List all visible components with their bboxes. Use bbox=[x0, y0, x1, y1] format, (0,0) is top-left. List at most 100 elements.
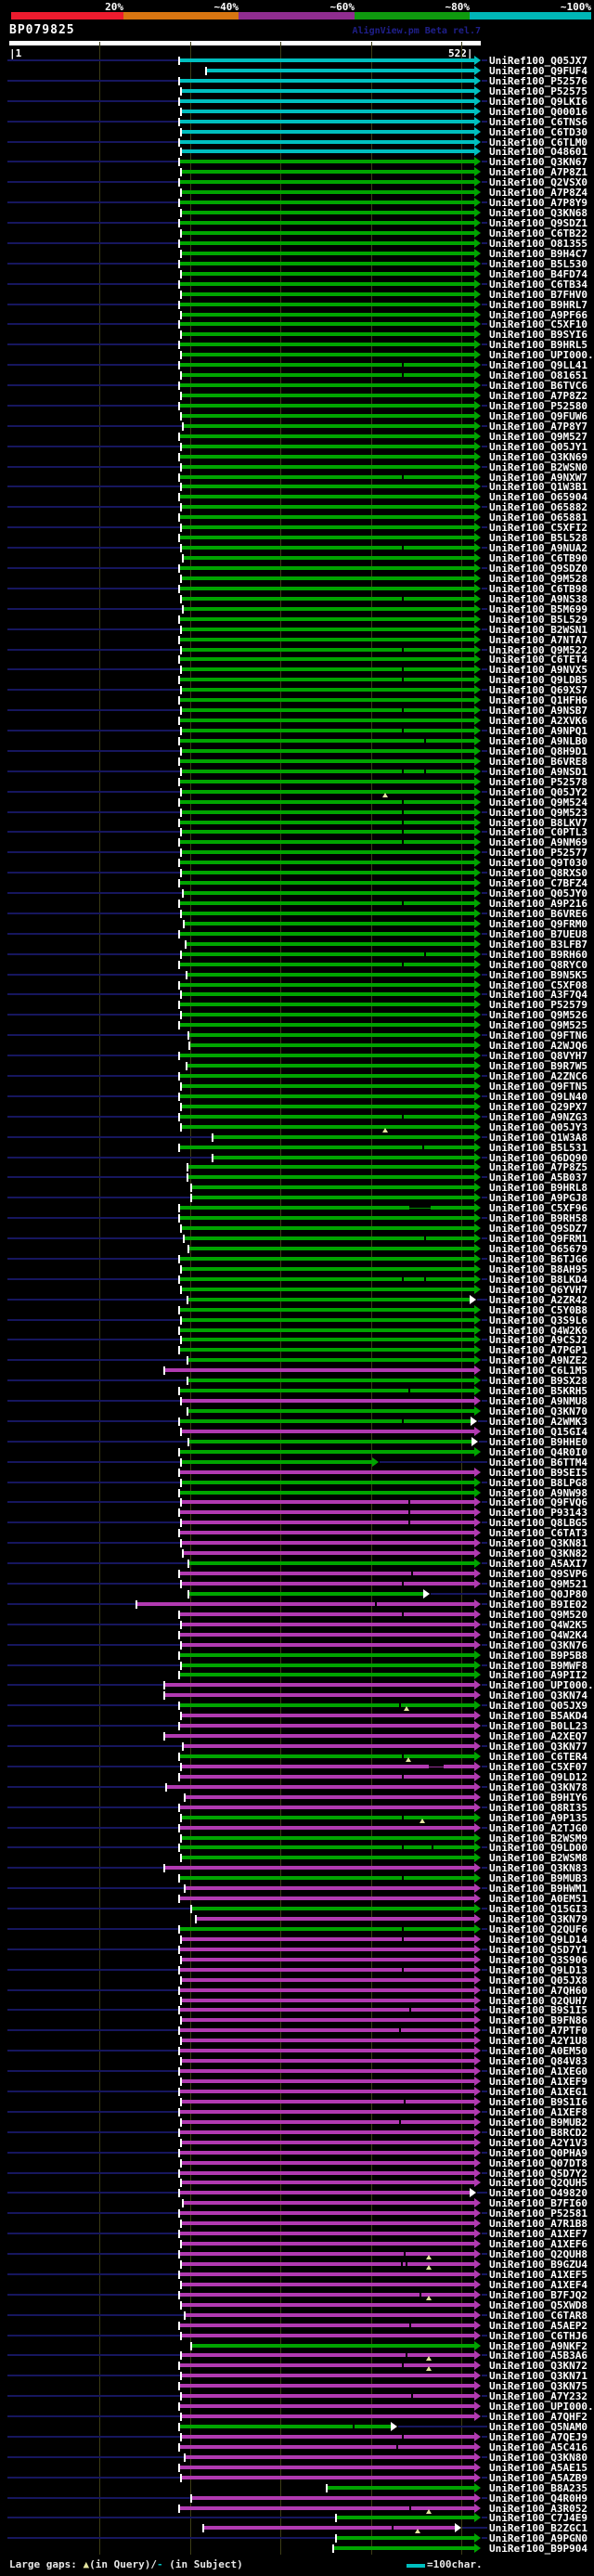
alignment-row[interactable]: UniRef100_Q3KN68 bbox=[0, 207, 594, 220]
subject-label[interactable]: UniRef100_A9NSD1 bbox=[489, 765, 588, 778]
alignment-row[interactable]: UniRef100_UPI000.. bbox=[0, 349, 594, 361]
subject-label[interactable]: UniRef100_Q8H9D1 bbox=[489, 744, 588, 757]
subject-label[interactable]: UniRef100_Q07DT8 bbox=[489, 2156, 588, 2169]
subject-label[interactable]: UniRef100_Q9LD00 bbox=[489, 1842, 588, 1855]
subject-label[interactable]: UniRef100_Q3KN78 bbox=[489, 1780, 588, 1793]
alignment-row[interactable]: UniRef100_A9NS38 bbox=[0, 593, 594, 605]
subject-label[interactable]: UniRef100_C6TB22 bbox=[489, 227, 588, 239]
subject-label[interactable]: UniRef100_Q8RXS0 bbox=[489, 867, 588, 880]
subject-label[interactable]: UniRef100_A2XEQ7 bbox=[489, 1730, 588, 1743]
alignment-row[interactable]: UniRef100_Q9LD14 bbox=[0, 1934, 594, 1946]
subject-label[interactable]: UniRef100_B4FD74 bbox=[489, 267, 588, 280]
alignment-row[interactable]: UniRef100_C5XF07 bbox=[0, 1761, 594, 1773]
alignment-row[interactable]: UniRef100_B6TTM4 bbox=[0, 1456, 594, 1469]
alignment-row[interactable]: UniRef100_A9P135 bbox=[0, 1812, 594, 1824]
alignment-row[interactable]: UniRef100_C5XF08 bbox=[0, 978, 594, 991]
alignment-row[interactable]: UniRef100_Q3KN75 bbox=[0, 2380, 594, 2392]
subject-label[interactable]: UniRef100_B9S1I5 bbox=[489, 2004, 588, 2017]
subject-label[interactable]: UniRef100_Q9SDZ1 bbox=[489, 217, 588, 230]
alignment-row[interactable]: UniRef100_B8RCD2 bbox=[0, 2127, 594, 2139]
subject-label[interactable]: UniRef100_C5XF08 bbox=[489, 978, 588, 991]
alignment-row[interactable]: UniRef100_Q29PX7 bbox=[0, 1101, 594, 1113]
alignment-row[interactable]: UniRef100_B0LL23 bbox=[0, 1720, 594, 1733]
alignment-row[interactable]: UniRef100_B8LKD4 bbox=[0, 1274, 594, 1286]
alignment-row[interactable]: UniRef100_C6TB34 bbox=[0, 278, 594, 291]
alignment-row[interactable]: UniRef100_A1XEF7 bbox=[0, 2228, 594, 2240]
alignment-row[interactable]: UniRef100_B9SEI5 bbox=[0, 1467, 594, 1479]
alignment-row[interactable]: UniRef100_A7PTF0 bbox=[0, 2025, 594, 2037]
subject-label[interactable]: UniRef100_A9PF66 bbox=[489, 308, 588, 321]
alignment-row[interactable]: UniRef100_Q3KN77 bbox=[0, 1741, 594, 1753]
alignment-row[interactable]: UniRef100_Q15GI4 bbox=[0, 1425, 594, 1438]
subject-label[interactable]: UniRef100_Q8RI35 bbox=[489, 1801, 588, 1814]
subject-label[interactable]: UniRef100_A1XEF6 bbox=[489, 2238, 588, 2251]
subject-label[interactable]: UniRef100_B9R7W5 bbox=[489, 1060, 588, 1073]
subject-label[interactable]: UniRef100_Q3S9L6 bbox=[489, 1314, 588, 1327]
subject-label[interactable]: UniRef100_A9NPQ1 bbox=[489, 725, 588, 738]
alignment-row[interactable]: UniRef100_Q2QUH7 bbox=[0, 1995, 594, 2007]
subject-label[interactable]: UniRef100_Q9M528 bbox=[489, 572, 588, 585]
subject-label[interactable]: UniRef100_Q9SVP6 bbox=[489, 1568, 588, 1581]
alignment-row[interactable]: UniRef100_C5XFI2 bbox=[0, 522, 594, 534]
subject-label[interactable]: UniRef100_Q9FRM1 bbox=[489, 1233, 588, 1246]
subject-label[interactable]: UniRef100_B6VRE6 bbox=[489, 907, 588, 920]
subject-label[interactable]: UniRef100_Q4W2K4 bbox=[489, 1628, 588, 1641]
alignment-row[interactable]: UniRef100_B6VRE8 bbox=[0, 756, 594, 768]
alignment-row[interactable]: UniRef100_Q9LN40 bbox=[0, 1090, 594, 1103]
subject-label[interactable]: UniRef100_Q9FVQ6 bbox=[489, 1496, 588, 1509]
subject-label[interactable]: UniRef100_Q2VSX0 bbox=[489, 176, 588, 189]
alignment-row[interactable]: UniRef100_A1XEF5 bbox=[0, 2269, 594, 2281]
subject-label[interactable]: UniRef100_Q4W2K5 bbox=[489, 1618, 588, 1631]
alignment-row[interactable]: UniRef100_Q3KN67 bbox=[0, 156, 594, 169]
alignment-row[interactable]: UniRef100_B3LFB7 bbox=[0, 938, 594, 951]
subject-label[interactable]: UniRef100_Q5NAM0 bbox=[489, 2421, 588, 2434]
subject-label[interactable]: UniRef100_Q9LN40 bbox=[489, 1090, 588, 1103]
subject-label[interactable]: UniRef100_A2XVK6 bbox=[489, 715, 588, 728]
subject-label[interactable]: UniRef100_B0LL23 bbox=[489, 1720, 588, 1733]
alignment-row[interactable]: UniRef100_A3F7Q4 bbox=[0, 989, 594, 1002]
alignment-row[interactable]: UniRef100_Q05JY0 bbox=[0, 887, 594, 900]
subject-label[interactable]: UniRef100_Q15GI4 bbox=[489, 1425, 588, 1438]
alignment-row[interactable]: UniRef100_B9IE02 bbox=[0, 1599, 594, 1611]
alignment-row[interactable]: UniRef100_Q05JY1 bbox=[0, 440, 594, 453]
subject-label[interactable]: UniRef100_Q00016 bbox=[489, 105, 588, 118]
alignment-row[interactable]: UniRef100_A9PGJ8 bbox=[0, 1192, 594, 1204]
subject-label[interactable]: UniRef100_B9HRL7 bbox=[489, 298, 588, 311]
subject-label[interactable]: UniRef100_A9CSJ2 bbox=[489, 1334, 588, 1347]
alignment-row[interactable]: UniRef100_A1XEF6 bbox=[0, 2238, 594, 2251]
alignment-row[interactable]: UniRef100_Q3KN81 bbox=[0, 1537, 594, 1549]
subject-label[interactable]: UniRef100_P52579 bbox=[489, 999, 588, 1012]
alignment-row[interactable]: UniRef100_B5KRH5 bbox=[0, 1385, 594, 1398]
alignment-row[interactable]: UniRef100_Q5XWD8 bbox=[0, 2299, 594, 2311]
subject-label[interactable]: UniRef100_Q05JX7 bbox=[489, 55, 588, 67]
subject-label[interactable]: UniRef100_Q2QUH5 bbox=[489, 2177, 588, 2190]
subject-label[interactable]: UniRef100_UPI000.. bbox=[489, 1679, 594, 1692]
alignment-row[interactable]: UniRef100_O65881 bbox=[0, 511, 594, 524]
subject-label[interactable]: UniRef100_A7R1B8 bbox=[489, 2218, 588, 2231]
subject-label[interactable]: UniRef100_C5XF10 bbox=[489, 318, 588, 331]
alignment-row[interactable]: UniRef100_C6TD30 bbox=[0, 126, 594, 138]
alignment-row[interactable]: UniRef100_Q9M524 bbox=[0, 796, 594, 809]
alignment-row[interactable]: UniRef100_Q9LKI6 bbox=[0, 96, 594, 108]
alignment-row[interactable]: UniRef100_B9N5K5 bbox=[0, 969, 594, 981]
subject-label[interactable]: UniRef100_A1XEF4 bbox=[489, 2278, 588, 2291]
alignment-row[interactable]: UniRef100_B5L531 bbox=[0, 1142, 594, 1154]
alignment-row[interactable]: UniRef100_P52578 bbox=[0, 776, 594, 788]
subject-label[interactable]: UniRef100_B5KRH5 bbox=[489, 1385, 588, 1398]
alignment-row[interactable]: UniRef100_A9NW98 bbox=[0, 1487, 594, 1499]
alignment-row[interactable]: UniRef100_O65679 bbox=[0, 1243, 594, 1255]
subject-label[interactable]: UniRef100_B9HRL8 bbox=[489, 1182, 588, 1195]
alignment-row[interactable]: UniRef100_A9NZG3 bbox=[0, 1111, 594, 1123]
alignment-row[interactable]: UniRef100_A1XEF9 bbox=[0, 2076, 594, 2088]
subject-label[interactable]: UniRef100_Q3KN68 bbox=[489, 207, 588, 220]
subject-label[interactable]: UniRef100_A3F7Q4 bbox=[489, 989, 588, 1002]
subject-label[interactable]: UniRef100_B2WSN0 bbox=[489, 460, 588, 473]
alignment-row[interactable]: UniRef100_Q3KN78 bbox=[0, 1780, 594, 1793]
alignment-row[interactable]: UniRef100_Q9FRM1 bbox=[0, 1233, 594, 1246]
subject-label[interactable]: UniRef100_Q3KN67 bbox=[489, 156, 588, 169]
subject-label[interactable]: UniRef100_B6TVC6 bbox=[489, 380, 588, 393]
subject-label[interactable]: UniRef100_B5L529 bbox=[489, 613, 588, 626]
subject-label[interactable]: UniRef100_Q9LD12 bbox=[489, 1770, 588, 1783]
subject-label[interactable]: UniRef100_Q05JY1 bbox=[489, 440, 588, 453]
alignment-row[interactable]: UniRef100_C6TNS6 bbox=[0, 116, 594, 128]
